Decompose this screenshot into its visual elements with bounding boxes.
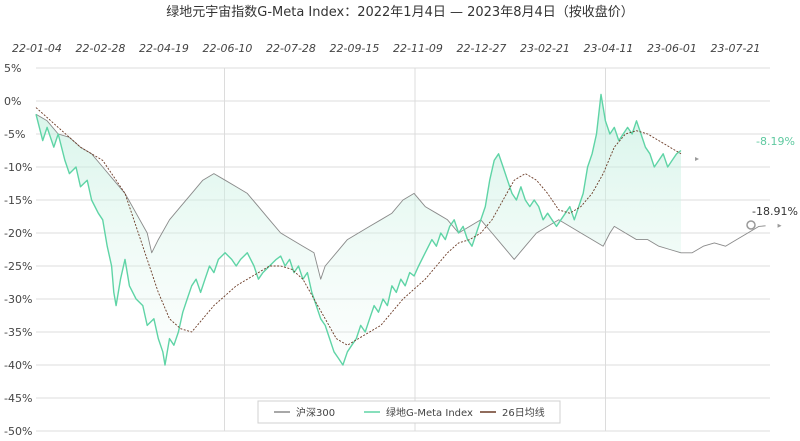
x-tick-label: 22-01-04 [12, 42, 62, 55]
hs300-end-label: -18.91% [752, 205, 798, 218]
g-meta-end-arrow [695, 157, 700, 162]
y-tick-labels: 5% 0% -5% -10% -15% -20% -25% -30% -35% -40% -45% -… [4, 62, 32, 438]
x-tick-label: 23-02-21 [520, 42, 570, 55]
chart-title: 绿地元宇宙指数G-Meta Index：2022年1月4日 — 2023年8月4… [166, 4, 633, 20]
y-tick-label: -50% [4, 425, 32, 438]
series-line-g-meta [35, 93, 682, 366]
hs300-end-marker [746, 220, 756, 230]
y-tick-label: -45% [4, 392, 32, 405]
series-layer [35, 93, 782, 366]
series-line-hs300 [35, 113, 766, 280]
legend-box [257, 400, 561, 424]
x-tick-label: 23-04-11 [584, 42, 634, 55]
x-tick-label: 22-09-15 [330, 42, 380, 55]
y-tick-label: -10% [4, 161, 32, 174]
y-tick-label: -25% [4, 260, 32, 273]
legend-label-hs300: 沪深300 [296, 406, 335, 419]
y-tick-label: -15% [4, 194, 32, 207]
legend: 沪深300 绿地G-Meta Index 26日均线 [257, 400, 561, 424]
g-meta-area [36, 94, 681, 366]
end-labels: -8.19% -18.91% [746, 135, 798, 230]
g-meta-end-label: -8.19% [756, 135, 795, 148]
y-tick-label: 5% [4, 62, 21, 75]
x-tick-label: 23-07-21 [711, 42, 761, 55]
y-tick-label: 0% [4, 95, 21, 108]
x-tick-label: 23-06-01 [647, 42, 697, 55]
x-tick-labels: 22-01-04 22-02-28 22-04-19 22-06-10 22-07-28… [12, 42, 760, 55]
legend-label-gmeta: 绿地G-Meta Index [386, 406, 473, 419]
legend-label-ma26: 26日均线 [502, 406, 545, 419]
hs300-end-arrow [777, 223, 782, 228]
y-tick-label: -5% [4, 128, 25, 141]
x-tick-label: 22-07-28 [266, 42, 316, 55]
x-tick-label: 22-06-10 [203, 42, 253, 55]
series-line-ma26 [35, 107, 682, 346]
y-tick-label: -20% [4, 227, 32, 240]
x-tick-label: 22-04-19 [139, 42, 189, 55]
y-tick-label: -40% [4, 359, 32, 372]
x-tick-label: 22-11-09 [393, 42, 443, 55]
x-tick-label: 22-12-27 [457, 42, 507, 55]
y-tick-label: -30% [4, 293, 32, 306]
x-tick-label: 22-02-28 [76, 42, 126, 55]
y-tick-label: -35% [4, 326, 32, 339]
